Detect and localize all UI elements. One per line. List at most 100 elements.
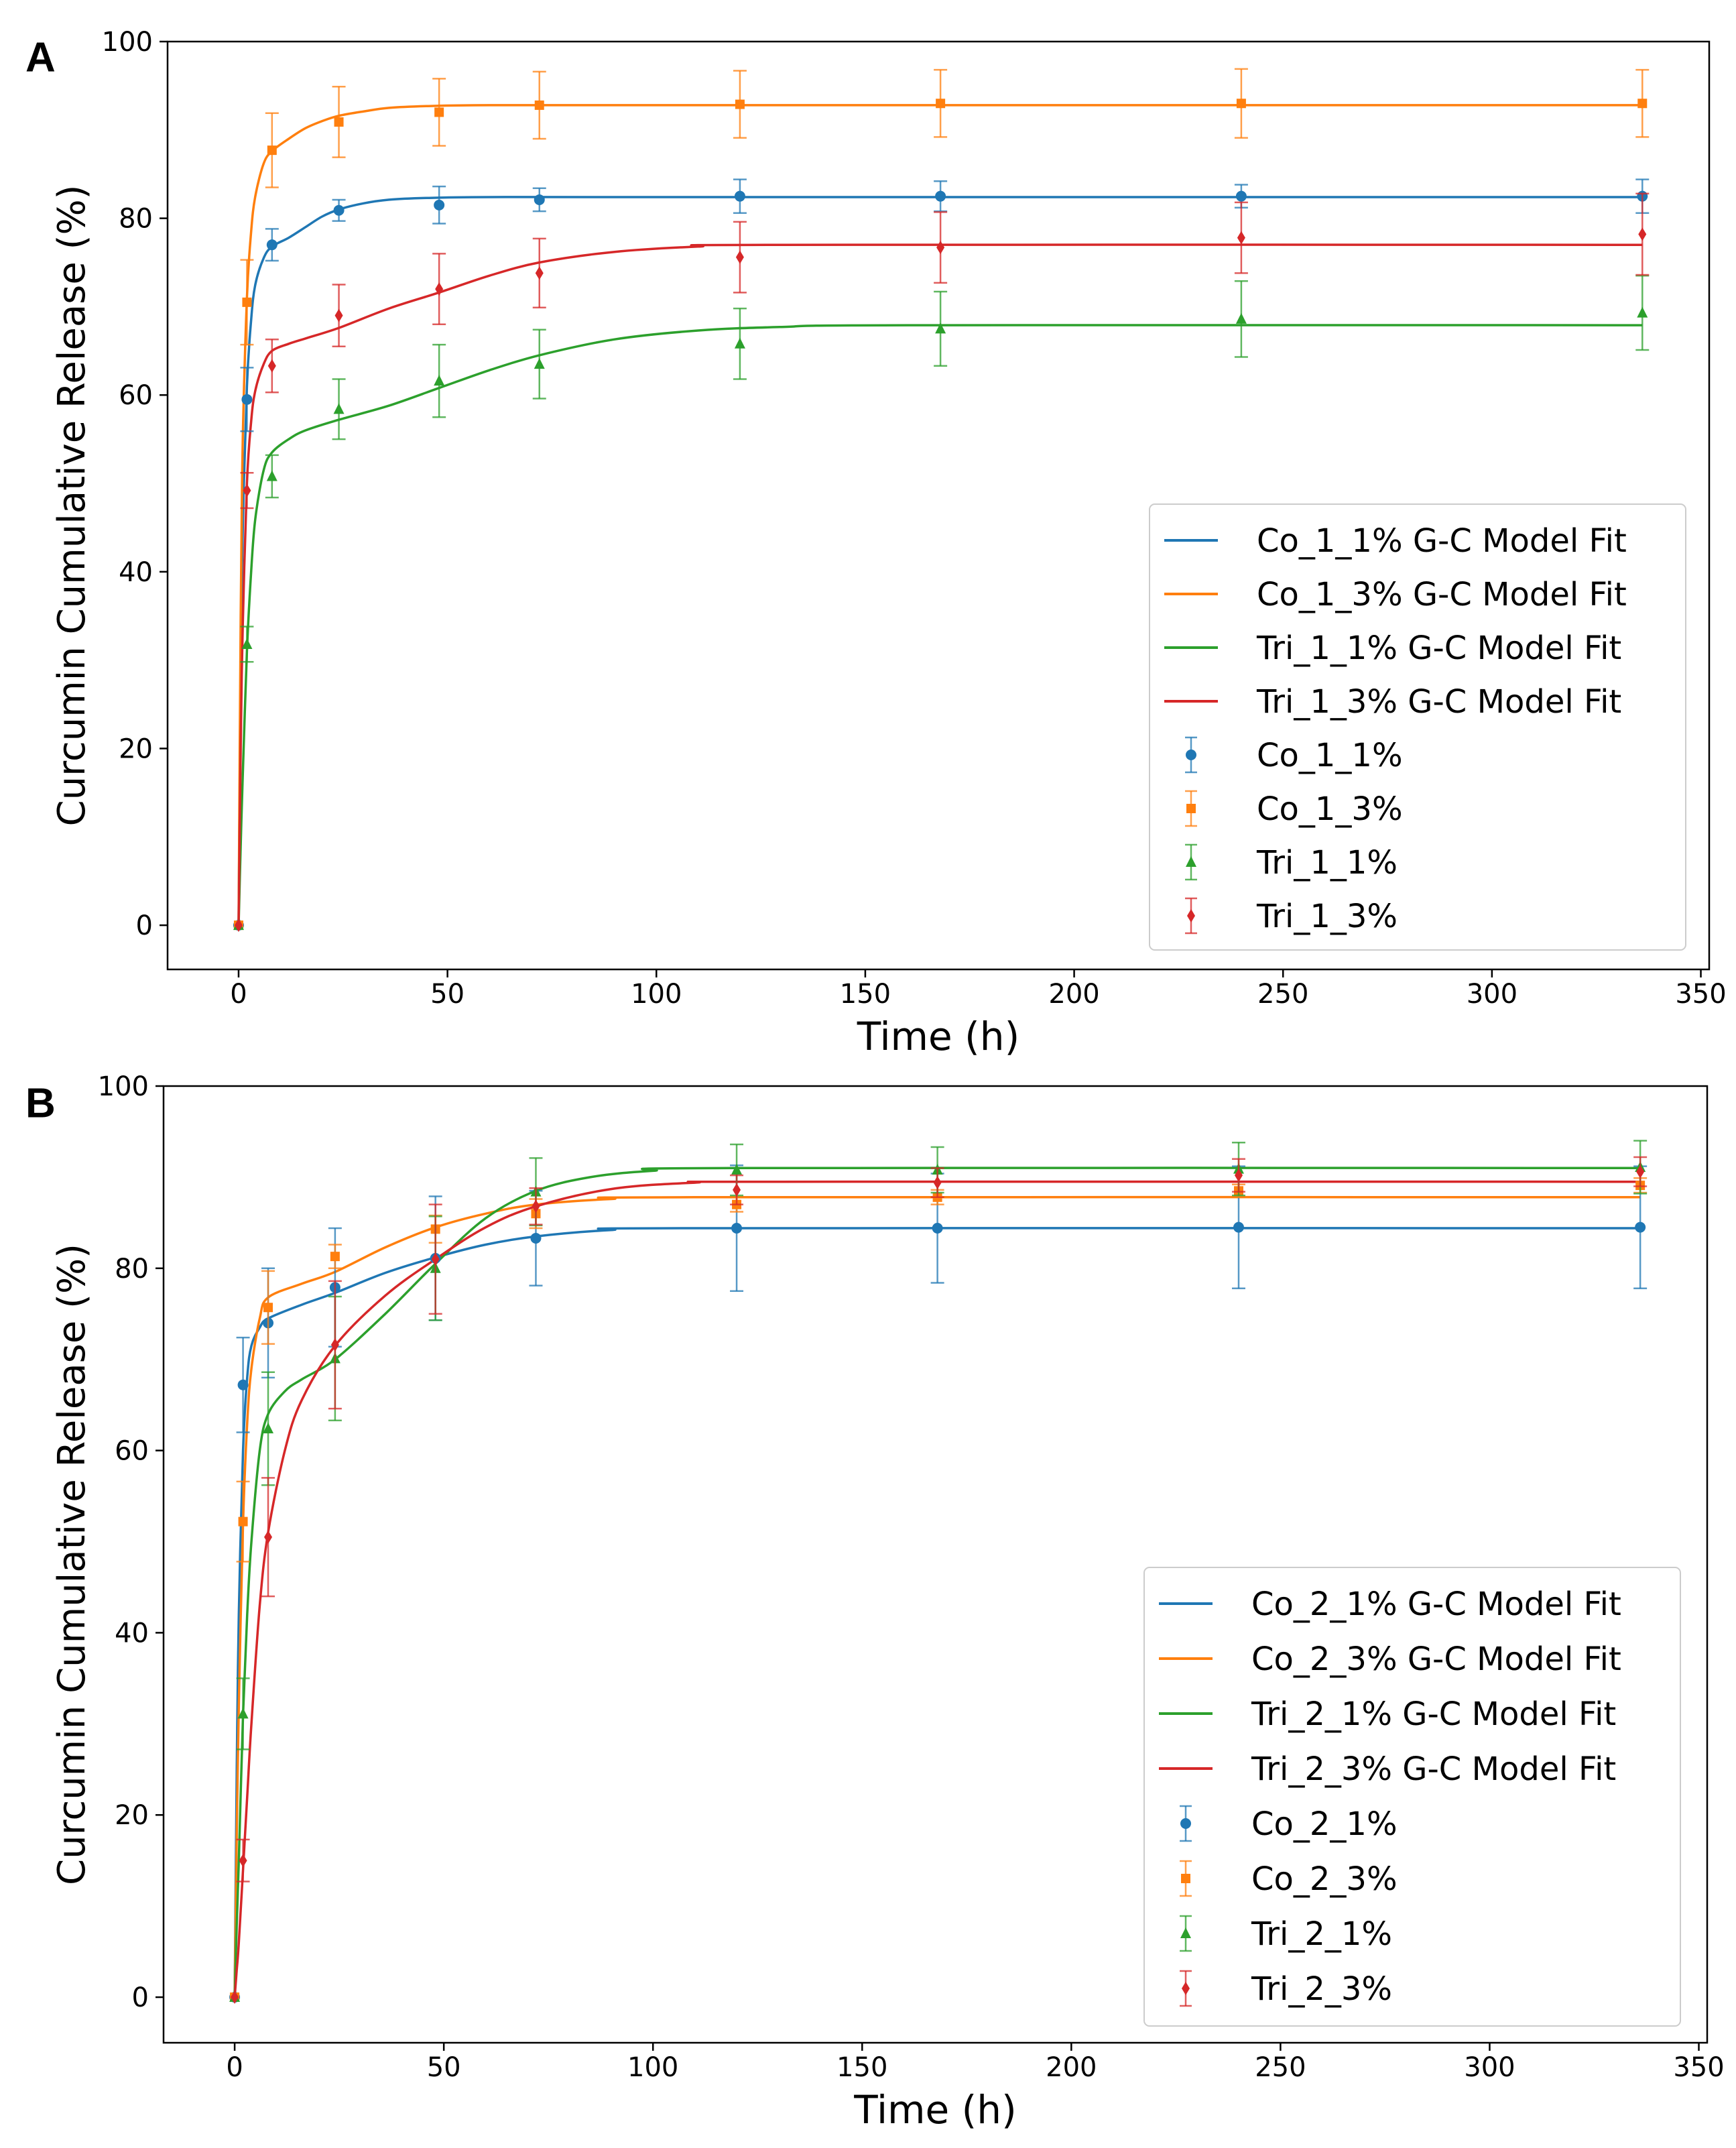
y-tick-label: 40 [119, 557, 153, 588]
data-point [237, 1379, 249, 1390]
legend-marker-swatch [1186, 804, 1196, 813]
x-axis-label: Time (h) [857, 1014, 1019, 1059]
data-point [1637, 306, 1648, 318]
data-point [534, 194, 545, 205]
y-axis-label: Curcumin Cumulative Release (%) [50, 1244, 94, 1885]
data-point [936, 241, 945, 255]
x-tick-label: 150 [840, 979, 891, 1010]
legend-entry-data: Tri_1_3% [1256, 898, 1398, 935]
data-point [932, 1223, 943, 1234]
x-tick-label: 0 [226, 2052, 243, 2083]
legend-marker-swatch [1180, 1927, 1191, 1938]
data-point [241, 394, 253, 405]
panel-letter: B [25, 1080, 56, 1126]
x-tick-label: 150 [836, 2052, 887, 2083]
legend-marker-swatch [1186, 750, 1196, 760]
data-point [263, 1303, 273, 1313]
legend-entry-fit: Tri_2_1% G-C Model Fit [1251, 1695, 1616, 1733]
data-point [241, 638, 253, 649]
data-point [330, 1252, 340, 1262]
legend-marker-swatch [1187, 909, 1195, 922]
y-tick-label: 100 [102, 27, 153, 58]
plot-frame [166, 40, 1711, 971]
data-point [266, 470, 277, 481]
x-tick-label: 50 [430, 979, 464, 1010]
y-tick-label: 80 [119, 204, 153, 235]
data-point [330, 1337, 339, 1352]
y-tick-label: 0 [132, 1982, 149, 2013]
fit-line-Tri_2_3% [233, 1180, 1641, 1998]
legend-entry-data: Co_1_1% [1257, 737, 1403, 774]
y-tick-label: 20 [115, 1800, 149, 1831]
legend-entry-data: Tri_1_1% [1256, 844, 1398, 882]
data-point [231, 1990, 239, 2005]
legend-entry-fit: Co_2_1% G-C Model Fit [1251, 1586, 1621, 1623]
data-point [434, 375, 445, 386]
data-point [333, 403, 345, 414]
data-point [936, 99, 946, 109]
legend-entry-fit: Co_1_3% G-C Model Fit [1257, 576, 1627, 613]
data-point [534, 358, 545, 369]
legend-box [1143, 1567, 1681, 2027]
data-point [1237, 231, 1245, 245]
data-point [435, 282, 444, 296]
x-tick-label: 300 [1467, 979, 1517, 1010]
data-point [267, 359, 276, 373]
data-point [1635, 1221, 1646, 1233]
legend-marker-swatch [1182, 1982, 1190, 1995]
x-tick-label: 100 [627, 2052, 678, 2083]
data-point [1636, 1165, 1645, 1179]
x-tick-label: 250 [1255, 2052, 1306, 2083]
data-point [237, 1708, 249, 1719]
series-Tri_2_3% [231, 1156, 1648, 2005]
legend-marker-swatch [1181, 1874, 1190, 1883]
x-tick-label: 200 [1048, 979, 1099, 1010]
legend-marker-swatch [1186, 856, 1196, 867]
fit-line-Co_1_1% [237, 196, 1643, 926]
data-point [238, 1516, 248, 1527]
data-point [731, 1223, 743, 1234]
y-tick-label: 0 [136, 910, 153, 941]
data-point [734, 190, 745, 202]
legend-entry-fit: Tri_1_3% G-C Model Fit [1256, 683, 1621, 721]
data-point [733, 1183, 741, 1197]
data-point [267, 145, 277, 156]
data-point [334, 117, 344, 127]
y-tick-label: 80 [115, 1254, 149, 1285]
legend: Co_2_1% G-C Model Fit Co_2_3% G-C Model F… [1143, 1567, 1681, 2027]
data-point [935, 190, 946, 202]
data-point [434, 107, 444, 117]
series-Co_1_3% [233, 68, 1650, 931]
legend: Co_1_1% G-C Model Fit Co_1_3% G-C Model F… [1149, 503, 1686, 951]
x-tick-label: 0 [230, 979, 247, 1010]
data-point [534, 100, 544, 110]
chart-panel-A: A 0 50 100 150 200 250 300 350 0 20 40 60 80 100 Time (… [25, 27, 1727, 1059]
data-point [1235, 190, 1247, 202]
y-tick-label: 60 [115, 1436, 149, 1467]
legend-entry-fit: Tri_2_3% G-C Model Fit [1251, 1750, 1616, 1788]
fit-line-Co_1_3% [237, 104, 1643, 926]
x-tick-label: 200 [1046, 2052, 1097, 2083]
data-point [431, 1252, 440, 1266]
y-axis-label: Curcumin Cumulative Release (%) [50, 184, 94, 826]
x-tick-label: 250 [1257, 979, 1308, 1010]
data-point [1638, 227, 1647, 241]
y-tick-label: 100 [98, 1071, 149, 1102]
x-tick-label: 50 [427, 2052, 461, 2083]
data-point [935, 322, 946, 334]
data-point [532, 1199, 540, 1213]
legend-marker-swatch [1180, 1818, 1191, 1829]
data-point [242, 297, 252, 307]
data-point [735, 99, 745, 109]
chart-panel-B: B 0 50 100 150 200 250 300 350 0 20 40 60 80 100 Time (… [25, 1071, 1725, 2133]
legend-entry-fit: Co_1_1% G-C Model Fit [1257, 522, 1627, 560]
data-point [731, 1164, 743, 1175]
data-point [234, 918, 243, 933]
fit-line-Tri_1_3% [237, 243, 1643, 926]
data-point [1234, 1169, 1243, 1183]
data-point [734, 337, 745, 349]
data-point [264, 1530, 273, 1544]
x-tick-label: 350 [1675, 979, 1726, 1010]
panel-letter: A [25, 34, 56, 80]
data-point [535, 266, 544, 280]
